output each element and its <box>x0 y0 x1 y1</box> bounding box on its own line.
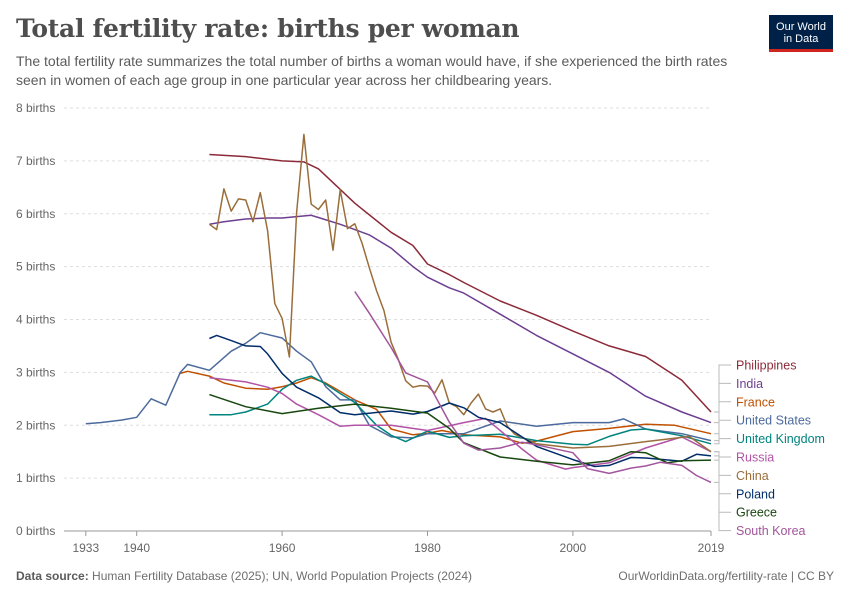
x-tick-label: 2019 <box>698 541 725 555</box>
series-label: South Korea <box>736 524 806 538</box>
series-label: Philippines <box>736 359 796 373</box>
series-label: United States <box>736 414 811 428</box>
y-axis-ticks: 0 births 1 births 2 births 3 births 4 births… <box>16 101 55 538</box>
label-connector <box>714 438 731 445</box>
x-tick-label: 1933 <box>72 541 99 555</box>
logo-line-1: Our World <box>776 21 826 33</box>
owid-logo[interactable]: Our World in Data <box>769 15 833 52</box>
series-line <box>209 376 712 470</box>
y-tick-label: 5 births <box>16 260 55 274</box>
logo-line-2: in Data <box>783 33 819 45</box>
grid-lines <box>64 107 711 479</box>
y-tick-label: 2 births <box>16 418 55 432</box>
data-source: Data source: Human Fertility Database (2… <box>16 569 472 583</box>
x-tick-label: 1960 <box>269 541 296 555</box>
series-label: Greece <box>736 506 777 520</box>
label-connector <box>714 451 731 476</box>
series-line <box>208 133 712 453</box>
series-label: United Kingdom <box>736 432 825 446</box>
y-tick-label: 0 births <box>16 524 55 538</box>
series-line <box>209 214 712 424</box>
data-source-label: Data source: <box>16 569 89 583</box>
y-tick-label: 8 births <box>16 101 55 115</box>
y-tick-label: 6 births <box>16 207 55 221</box>
x-tick-label: 1980 <box>414 541 441 555</box>
series-line <box>180 370 712 444</box>
label-connector <box>714 481 731 532</box>
y-tick-label: 4 births <box>16 313 55 327</box>
series-line <box>354 291 712 484</box>
series-label: Poland <box>736 487 775 501</box>
line-chart: 0 births 1 births 2 births 3 births 4 births… <box>16 101 825 555</box>
y-tick-label: 3 births <box>16 365 55 379</box>
series-label: France <box>736 395 775 409</box>
label-connector <box>714 459 731 513</box>
x-axis: 1933 1940 1960 1980 2000 2019 <box>64 530 725 555</box>
series-label: China <box>736 469 769 483</box>
chart-subtitle: The total fertility rate summarizes the … <box>16 53 728 88</box>
data-source-text: Human Fertility Database (2025); UN, Wor… <box>92 569 472 583</box>
line-labels: Philippines India France United States Unite… <box>714 359 825 538</box>
label-connector <box>714 419 731 442</box>
series-label: India <box>736 377 763 391</box>
label-connector <box>714 364 731 413</box>
series-line <box>209 153 712 413</box>
series-label: Russia <box>736 451 774 465</box>
y-tick-label: 7 births <box>16 154 55 168</box>
label-connector <box>714 401 731 435</box>
series-lines <box>85 133 712 484</box>
label-connector <box>714 455 731 495</box>
series-line <box>209 334 712 468</box>
url-license-link[interactable]: OurWorldinData.org/fertility-rate | CC B… <box>618 569 834 583</box>
series-line <box>85 331 712 442</box>
label-connector <box>714 382 731 424</box>
x-tick-label: 2000 <box>560 541 587 555</box>
chart-title: Total fertility rate: births per woman <box>16 14 520 43</box>
x-tick-label: 1940 <box>123 541 150 555</box>
series-line <box>209 375 712 446</box>
y-tick-label: 1 births <box>16 471 55 485</box>
